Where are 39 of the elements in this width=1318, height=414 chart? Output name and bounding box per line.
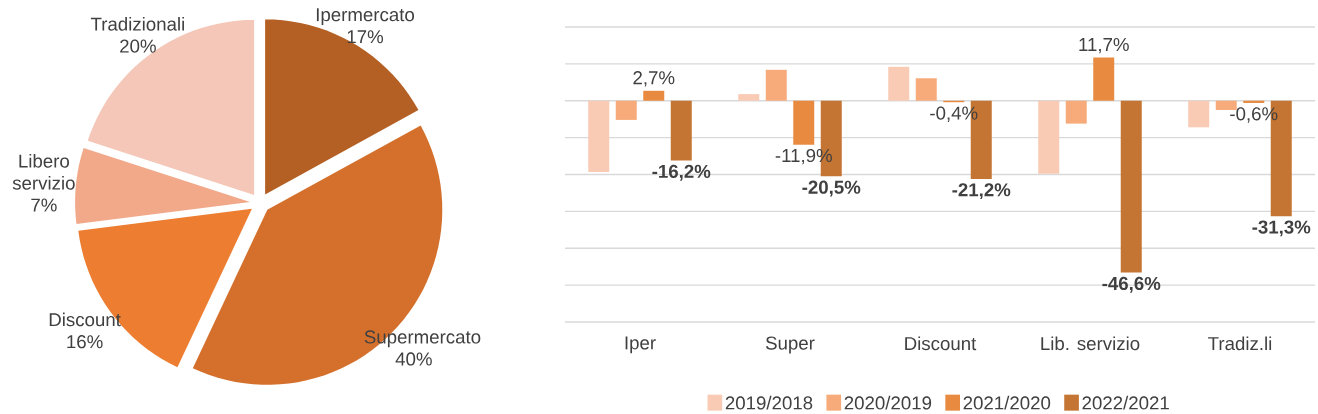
bar — [738, 94, 760, 101]
slice-label: Tradizionali — [90, 17, 184, 31]
bar — [1093, 57, 1115, 101]
bar — [588, 100, 610, 172]
data-label: 2,7% — [633, 71, 675, 87]
slice-label: Ipermercato — [316, 8, 415, 25]
data-label: -16,2% — [652, 164, 711, 181]
data-label: -31,3% — [1252, 220, 1311, 237]
x-tick-label: Iper — [625, 336, 656, 354]
data-label: 17% — [347, 30, 384, 44]
data-label: 16% — [67, 335, 103, 349]
legend-label: 2022/2021 — [1082, 395, 1169, 410]
legend-label: 2019/2018 — [725, 395, 813, 410]
bar — [888, 66, 910, 101]
data-label: -21,2% — [952, 183, 1011, 200]
bar — [1065, 100, 1087, 124]
bar — [643, 90, 665, 101]
x-tick-label: Lib. servizio — [1041, 336, 1140, 351]
bar — [670, 100, 692, 161]
bar — [1120, 100, 1142, 273]
data-label: 40% — [395, 352, 432, 366]
x-tick-label: Tradiz.li — [1208, 336, 1272, 351]
legend-label: 2020/2019 — [844, 395, 932, 410]
legend-label: 2021/2020 — [963, 395, 1051, 410]
bar — [793, 100, 815, 145]
data-label: 20% — [120, 39, 156, 53]
slice-label: Libero servizio — [12, 153, 75, 190]
bar — [1188, 100, 1210, 128]
data-label: -20,5% — [802, 180, 861, 197]
bar — [1243, 100, 1265, 103]
bar — [915, 78, 937, 101]
x-tick-label: Super — [765, 336, 815, 354]
x-tick-label: Discount — [905, 336, 977, 351]
data-label: 11,7% — [1079, 37, 1129, 54]
data-label: 7% — [31, 198, 57, 212]
bar — [615, 100, 637, 120]
bar — [1038, 100, 1060, 174]
data-label: -46,6% — [1102, 276, 1161, 293]
bar — [765, 69, 787, 101]
